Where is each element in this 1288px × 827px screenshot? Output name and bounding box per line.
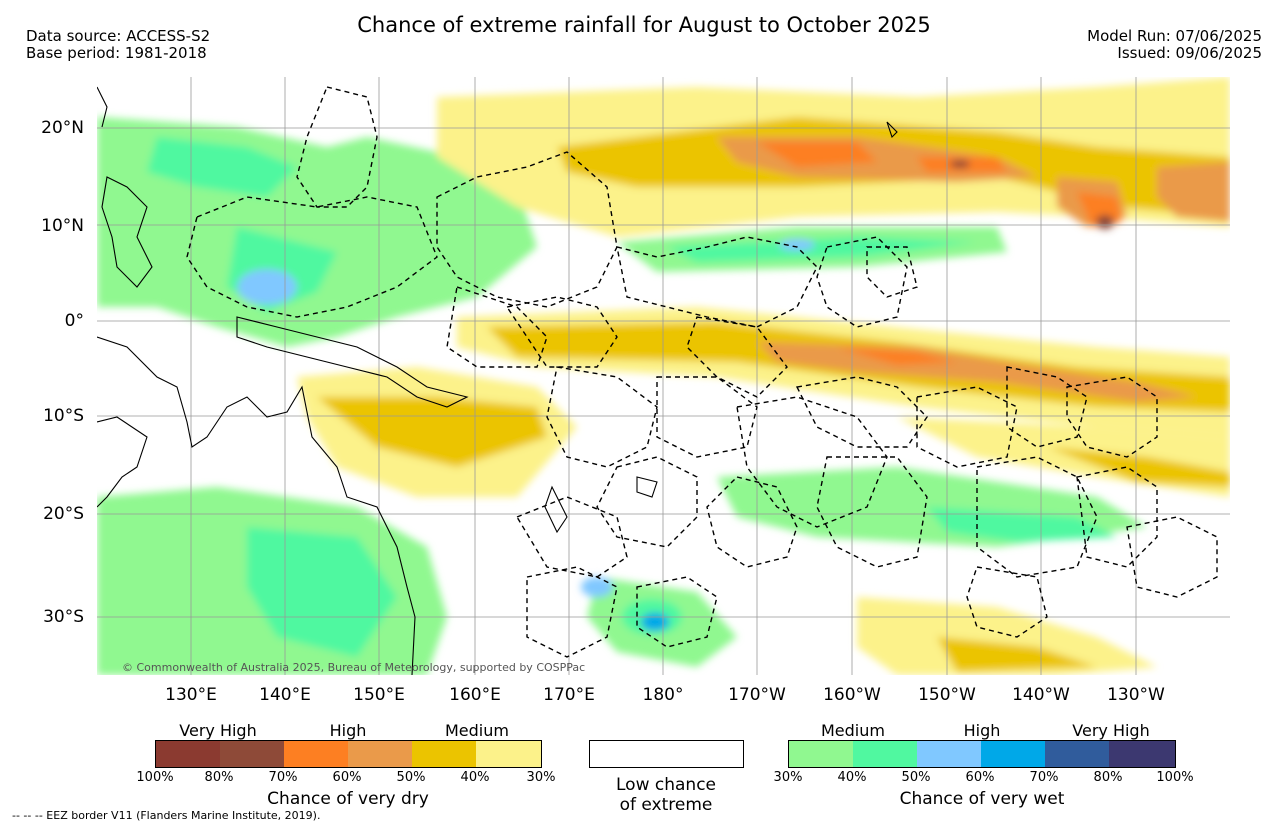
lon-label-170w: 170°W [728,685,786,705]
wet-tick: 100% [1156,770,1194,785]
wet-swatch-50-60 [917,741,982,767]
legend-wet-medium: Medium [821,721,885,740]
low-chance-label-line2: of extreme [619,795,713,815]
rainfall-map: © Commonwealth of Australia 2025, Bureau… [97,77,1230,675]
wet-swatch-60-70 [981,741,1046,767]
dry-tick: 50% [396,770,426,785]
wet-swatch-40-50 [853,741,918,767]
low-chance-swatch [589,740,744,768]
dry-swatch-70-60 [284,741,349,767]
lon-label-170e: 170°E [543,685,595,705]
wet-tick: 40% [837,770,867,785]
wet-tick: 80% [1093,770,1123,785]
lat-label-20s: 20°S [43,504,84,524]
data-source: Data source: ACCESS-S2 [26,27,211,45]
wet-swatch-80-100 [1109,741,1175,767]
legend-dry-very-high: Very High [179,721,257,740]
lat-label-20n: 20°N [41,118,84,138]
wet-colorbar [788,740,1176,768]
dry-tick: 70% [268,770,298,785]
wet-tick: 70% [1029,770,1059,785]
lon-label-180: 180° [642,685,684,705]
low-chance-label-line1: Low chance [616,775,716,795]
issued-date: Issued: 09/06/2025 [1117,44,1262,62]
wet-swatch-70-80 [1045,741,1110,767]
rainfall-fields [97,77,1230,675]
lon-label-140e: 140°E [259,685,311,705]
wet-tick: 60% [965,770,995,785]
lat-label-30s: 30°S [43,607,84,627]
lon-label-130w: 130°W [1107,685,1165,705]
lat-label-10s: 10°S [43,406,84,426]
wet-legend-label: Chance of very wet [899,789,1065,809]
lon-label-150e: 150°E [353,685,405,705]
dry-swatch-80-70 [220,741,285,767]
legend-wet-high: High [963,721,1001,740]
lon-label-150w: 150°W [918,685,976,705]
lon-label-160w: 160°W [823,685,881,705]
dry-tick: 30% [526,770,556,785]
wet-tick: 50% [901,770,931,785]
dry-tick: 80% [204,770,234,785]
lon-label-140w: 140°W [1012,685,1070,705]
base-period: Base period: 1981-2018 [26,44,207,62]
lon-label-160e: 160°E [449,685,501,705]
dry-swatch-100-80 [156,741,221,767]
eez-footnote: -- -- -- EEZ border V11 (Flanders Marine… [12,809,321,822]
lat-label-10n: 10°N [41,216,84,236]
legend-dry-medium: Medium [445,721,509,740]
map-title: Chance of extreme rainfall for August to… [357,13,931,37]
legend-dry-high: High [329,721,367,740]
lat-label-0: 0° [64,311,84,331]
model-run: Model Run: 07/06/2025 [1087,27,1262,45]
eez-borders [186,86,1218,658]
coastlines [97,86,898,675]
dry-swatch-50-40 [412,741,477,767]
dry-tick: 40% [460,770,490,785]
wet-swatch-30-40 [789,741,854,767]
graticule [97,77,1230,675]
legend-wet-very-high: Very High [1072,721,1150,740]
dry-legend-label: Chance of very dry [267,789,429,809]
wet-tick: 30% [773,770,803,785]
dry-tick: 100% [136,770,174,785]
map-credit: © Commonwealth of Australia 2025, Bureau… [122,661,585,674]
lon-label-130e: 130°E [165,685,217,705]
dry-colorbar [155,740,542,768]
dry-swatch-40-30 [476,741,541,767]
dry-swatch-60-50 [348,741,413,767]
dry-tick: 60% [332,770,362,785]
